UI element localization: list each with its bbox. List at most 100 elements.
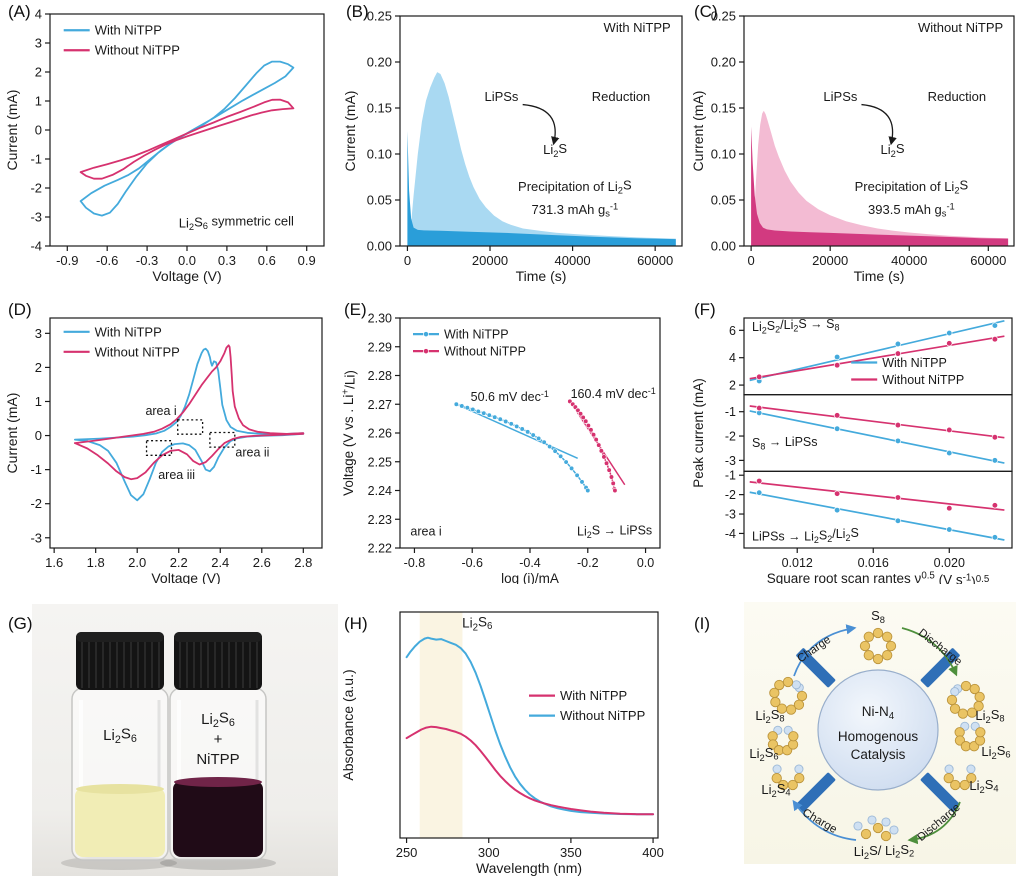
x-tick-label: 250: [396, 845, 418, 860]
data-point: [552, 448, 558, 454]
data-point: [991, 322, 999, 329]
species-label: Li2S6: [749, 745, 778, 763]
x-tick-label: -0.9: [56, 253, 78, 268]
data-point: [475, 408, 481, 415]
species-label: Li2S8: [755, 707, 784, 725]
y-axis-label: Current (mA): [4, 90, 20, 171]
liquid-left: [75, 788, 165, 857]
y-axis-label: Current (mA): [4, 393, 20, 474]
y-tick-label: 1: [35, 94, 42, 109]
data-point: [596, 442, 602, 448]
annotation: LiPSs: [823, 89, 857, 104]
y-tick-label: 2.25: [368, 455, 392, 469]
x-tick-label: 2.2: [170, 555, 188, 570]
x-axis-label: Voltage (V): [152, 268, 221, 284]
annotation: With NiTPP: [604, 20, 671, 35]
data-point: [612, 487, 618, 494]
x-tick-label: 0: [747, 253, 754, 268]
data-point: [590, 432, 597, 438]
x-tick-label: -0.2: [577, 556, 599, 570]
data-point: [585, 487, 591, 494]
annotation: Precipitation of Li2S: [518, 178, 632, 196]
chart-H: Li2S6 With NiTPP Without NiTPP 250 300 350 400…: [340, 611, 664, 876]
y-tick-label: 6: [729, 324, 736, 338]
area-series: [751, 126, 1009, 246]
chart-e-mount: 2.22 2.23 2.24 2.25 2.26 2.27 2.28 2.29 2.30 50.6…: [338, 294, 672, 584]
legend: With NiTPP Without NiTPP: [851, 356, 964, 387]
line-series: [405, 636, 655, 816]
species-label: Li2S4: [761, 781, 790, 799]
annotation: area i: [145, 404, 176, 418]
legend: With NiTPP Without NiTPP: [63, 324, 180, 359]
data-point: [756, 477, 763, 485]
y-tick-label: -1: [725, 405, 736, 419]
y-tick-label: 3: [35, 326, 42, 341]
annotation: Reduction: [592, 89, 651, 104]
species-label: Li2S8: [975, 707, 1004, 725]
annotation: Without NiTPP: [918, 20, 1003, 35]
legend-label: Without NiTPP: [444, 345, 526, 359]
data-point: [574, 472, 580, 478]
chart-A: -4 -3 -2 -1 0 1 2 3 4 Li2S6 symmetric cell With Ni…: [4, 7, 325, 284]
catalyst-circle: [817, 669, 939, 791]
legend-label: Without NiTPP: [560, 708, 645, 723]
highlight-band: [419, 612, 463, 838]
species-label: Li2S4: [969, 777, 998, 795]
vial-label-right: NiTPP: [196, 751, 239, 768]
panel-a: (A) -4 -3 -2 -1 0 1 2 3 4 Li2S6 symmetric cell Wit…: [2, 0, 338, 292]
data-point: [991, 457, 999, 464]
data-point: [486, 412, 492, 418]
fit-line: [749, 335, 1005, 380]
panel-f: (F) 2 4 6 Li2S2/Li2S → S8 With NiTPP Without …: [688, 294, 1024, 584]
x-tick-label: 2.8: [294, 555, 312, 570]
legend-label: With NiTPP: [444, 328, 509, 342]
annotation: Reduction: [928, 89, 987, 104]
x-tick-label: 0.0: [178, 253, 196, 268]
annotation: 50.6 mV dec-1: [471, 389, 549, 404]
panel-c-label: (C): [694, 2, 718, 21]
panel-h-label: (H): [344, 614, 368, 633]
y-tick-label: 0.05: [367, 193, 392, 208]
data-point: [894, 437, 902, 445]
fit-line: [749, 410, 1005, 464]
panel-a-label: (A): [8, 2, 31, 21]
data-point: [610, 480, 616, 486]
y-tick-label: -2: [30, 496, 42, 511]
data-point: [756, 373, 763, 381]
vial-label-right: +: [214, 731, 223, 748]
y-tick-label: 0: [35, 428, 42, 443]
annotation: Li2S6: [462, 614, 492, 633]
data-point: [464, 405, 470, 411]
y-axis-label: Peak current (mA): [691, 378, 706, 488]
legend-label: With NiTPP: [882, 356, 947, 370]
data-point: [481, 410, 487, 416]
data-point: [575, 407, 581, 413]
data-point: [557, 453, 564, 459]
catalyst-label: Catalysis: [851, 747, 906, 762]
legend-label: Without NiTPP: [95, 344, 180, 359]
data-point: [601, 454, 607, 460]
curved-arrow: [522, 103, 560, 146]
y-axis-label: Absorbance (a.u.): [340, 669, 356, 780]
annotation: area iii: [158, 468, 195, 482]
legend: With NiTPP Without NiTPP: [63, 23, 180, 58]
plot-frame: [399, 611, 659, 839]
y-tick-label: 0.00: [711, 239, 736, 254]
cycle-arrow: [792, 799, 857, 841]
data-point: [606, 467, 612, 473]
vial-label-right: Li2S6: [201, 710, 235, 731]
fit-line: [749, 491, 1005, 541]
x-tick-label: 0.9: [298, 253, 316, 268]
area-series: [751, 110, 1009, 246]
data-point: [603, 460, 610, 466]
y-tick-label: 2: [35, 65, 42, 80]
liquid-right: [173, 781, 263, 857]
catalysis-cycle-diagram: Ni-N4 Homogenous Catalysis S8 Li2S8 Li2S6 Li2S…: [744, 602, 1016, 864]
x-tick-label: 300: [478, 845, 500, 860]
data-point: [833, 507, 841, 514]
data-point: [541, 439, 547, 445]
panel-i: (I) Ni-N4 Homogenous Catalysis S8 Li2S8 Li2S6…: [688, 588, 1024, 876]
annotation: Precipitation of Li2S: [855, 178, 969, 196]
data-point: [536, 435, 542, 442]
data-point: [563, 459, 569, 465]
